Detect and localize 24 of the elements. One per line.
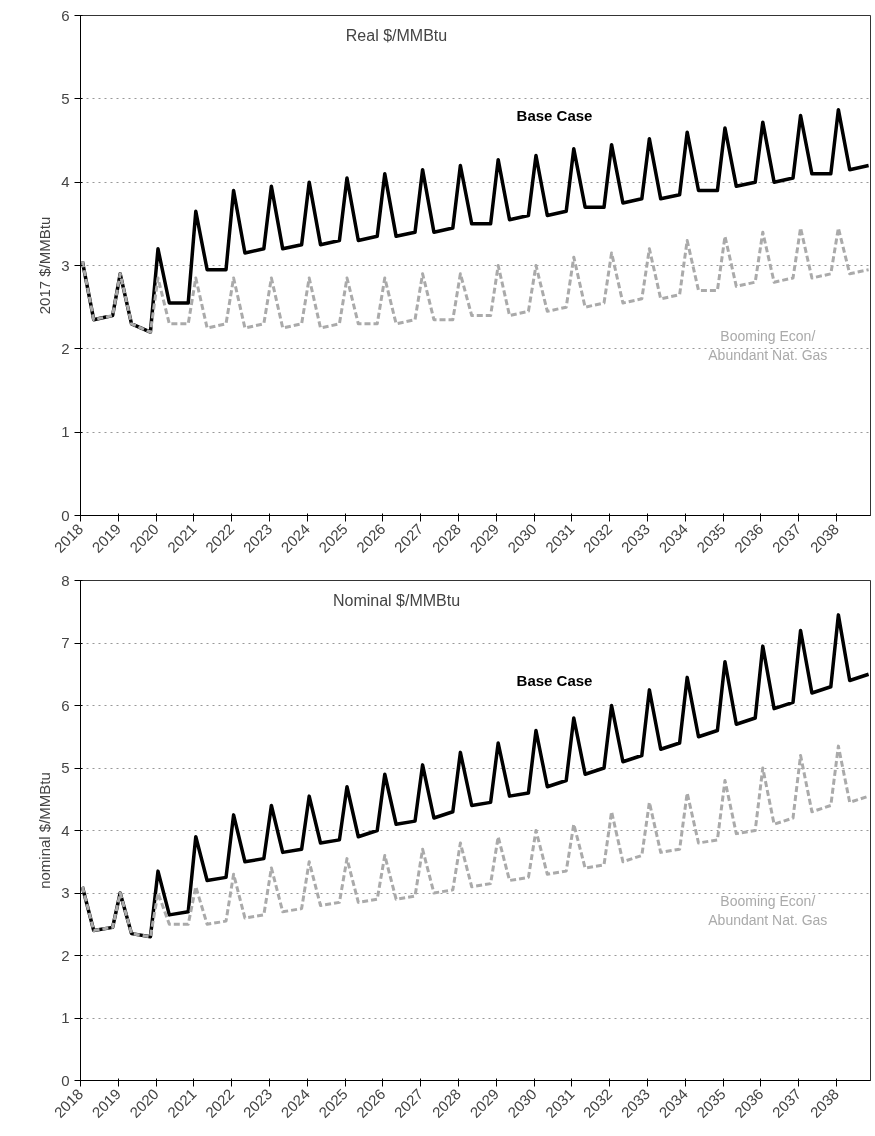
y-tick-label: 7 <box>61 634 70 651</box>
y-tick-label: 0 <box>61 1071 70 1089</box>
text: Booming Econ/ Abundant Nat. Gas <box>708 327 828 364</box>
y-axis-title: 2017 $/MMBtu <box>36 216 54 315</box>
y-tick-label: 1 <box>61 1009 70 1026</box>
y-tick-label: 3 <box>61 256 70 274</box>
y-tick-label: 0 <box>61 506 70 524</box>
text: Booming Econ/ Abundant Nat. Gas <box>708 892 828 929</box>
y-tick-label: 8 <box>61 571 70 589</box>
y-axis-title: nominal $/MMBtu <box>36 772 54 889</box>
y-tick-label: 5 <box>61 89 70 107</box>
y-tick-label: 6 <box>61 6 70 24</box>
y-tick-label: 5 <box>61 759 70 776</box>
y-tick-label: 2 <box>61 339 70 357</box>
series-label: Base Case <box>516 107 593 124</box>
text: Nominal $/MMBtu <box>332 592 461 609</box>
y-tick-label: 4 <box>61 821 70 839</box>
y-tick-label: 6 <box>61 696 70 714</box>
y-tick-label: 2 <box>61 946 70 964</box>
series-label: Base Case <box>516 672 593 689</box>
y-tick-label: 3 <box>61 884 70 901</box>
y-tick-label: 4 <box>61 173 70 191</box>
text: Real $/MMBtu <box>345 27 448 44</box>
y-tick-label: 1 <box>61 423 70 441</box>
